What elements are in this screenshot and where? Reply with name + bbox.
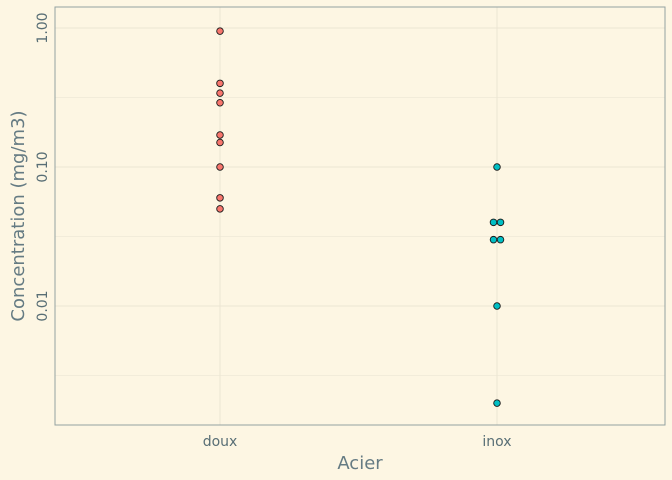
data-point-doux xyxy=(216,131,224,139)
data-point-inox xyxy=(496,218,505,227)
data-point-doux xyxy=(216,205,224,213)
data-point-doux xyxy=(216,89,224,97)
x-tick-label-inox: inox xyxy=(482,434,511,450)
y-tick-label: 0.01 xyxy=(35,290,51,321)
y-tick-label: 1.00 xyxy=(35,12,51,43)
data-point-inox xyxy=(496,235,505,244)
data-point-inox xyxy=(489,218,498,227)
x-axis-title: Acier xyxy=(337,453,383,474)
data-point-inox xyxy=(493,163,501,171)
data-points xyxy=(216,27,505,407)
data-point-inox xyxy=(489,235,498,244)
data-point-doux xyxy=(216,27,224,35)
x-tick-label-doux: doux xyxy=(203,434,238,450)
data-point-inox xyxy=(493,399,501,407)
y-axis-ticks: 0.01 0.10 1.00 xyxy=(35,12,51,321)
data-point-inox xyxy=(493,302,501,310)
y-tick-label: 0.10 xyxy=(35,151,51,182)
data-point-doux xyxy=(216,163,224,171)
data-point-doux xyxy=(216,98,224,107)
x-axis-ticks: doux inox xyxy=(203,434,512,450)
data-point-doux xyxy=(216,194,224,202)
grid xyxy=(55,7,665,425)
panel-border xyxy=(54,6,666,426)
y-axis-title: Concentration (mg/m3) xyxy=(8,110,29,321)
data-point-doux xyxy=(216,138,224,147)
data-point-doux xyxy=(216,79,224,88)
